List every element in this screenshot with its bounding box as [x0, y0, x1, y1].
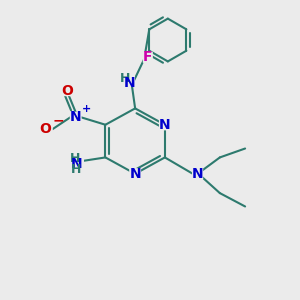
Text: N: N [70, 110, 82, 124]
Text: N: N [123, 76, 135, 89]
FancyBboxPatch shape [192, 168, 203, 179]
Text: H: H [71, 164, 82, 176]
FancyBboxPatch shape [129, 168, 141, 179]
FancyBboxPatch shape [118, 74, 135, 86]
Text: N: N [129, 167, 141, 181]
FancyBboxPatch shape [70, 112, 82, 123]
Text: N: N [159, 118, 171, 132]
Text: N: N [192, 167, 203, 181]
Text: N: N [70, 157, 82, 171]
Text: +: + [82, 104, 92, 114]
Text: O: O [61, 84, 73, 98]
Text: F: F [143, 50, 153, 64]
Text: H: H [70, 152, 80, 164]
Text: O: O [39, 122, 51, 136]
Text: H: H [119, 72, 130, 85]
FancyBboxPatch shape [159, 119, 171, 130]
Text: −: − [52, 113, 64, 127]
FancyBboxPatch shape [68, 154, 84, 172]
FancyBboxPatch shape [39, 124, 53, 135]
FancyBboxPatch shape [143, 52, 153, 63]
FancyBboxPatch shape [62, 85, 72, 96]
